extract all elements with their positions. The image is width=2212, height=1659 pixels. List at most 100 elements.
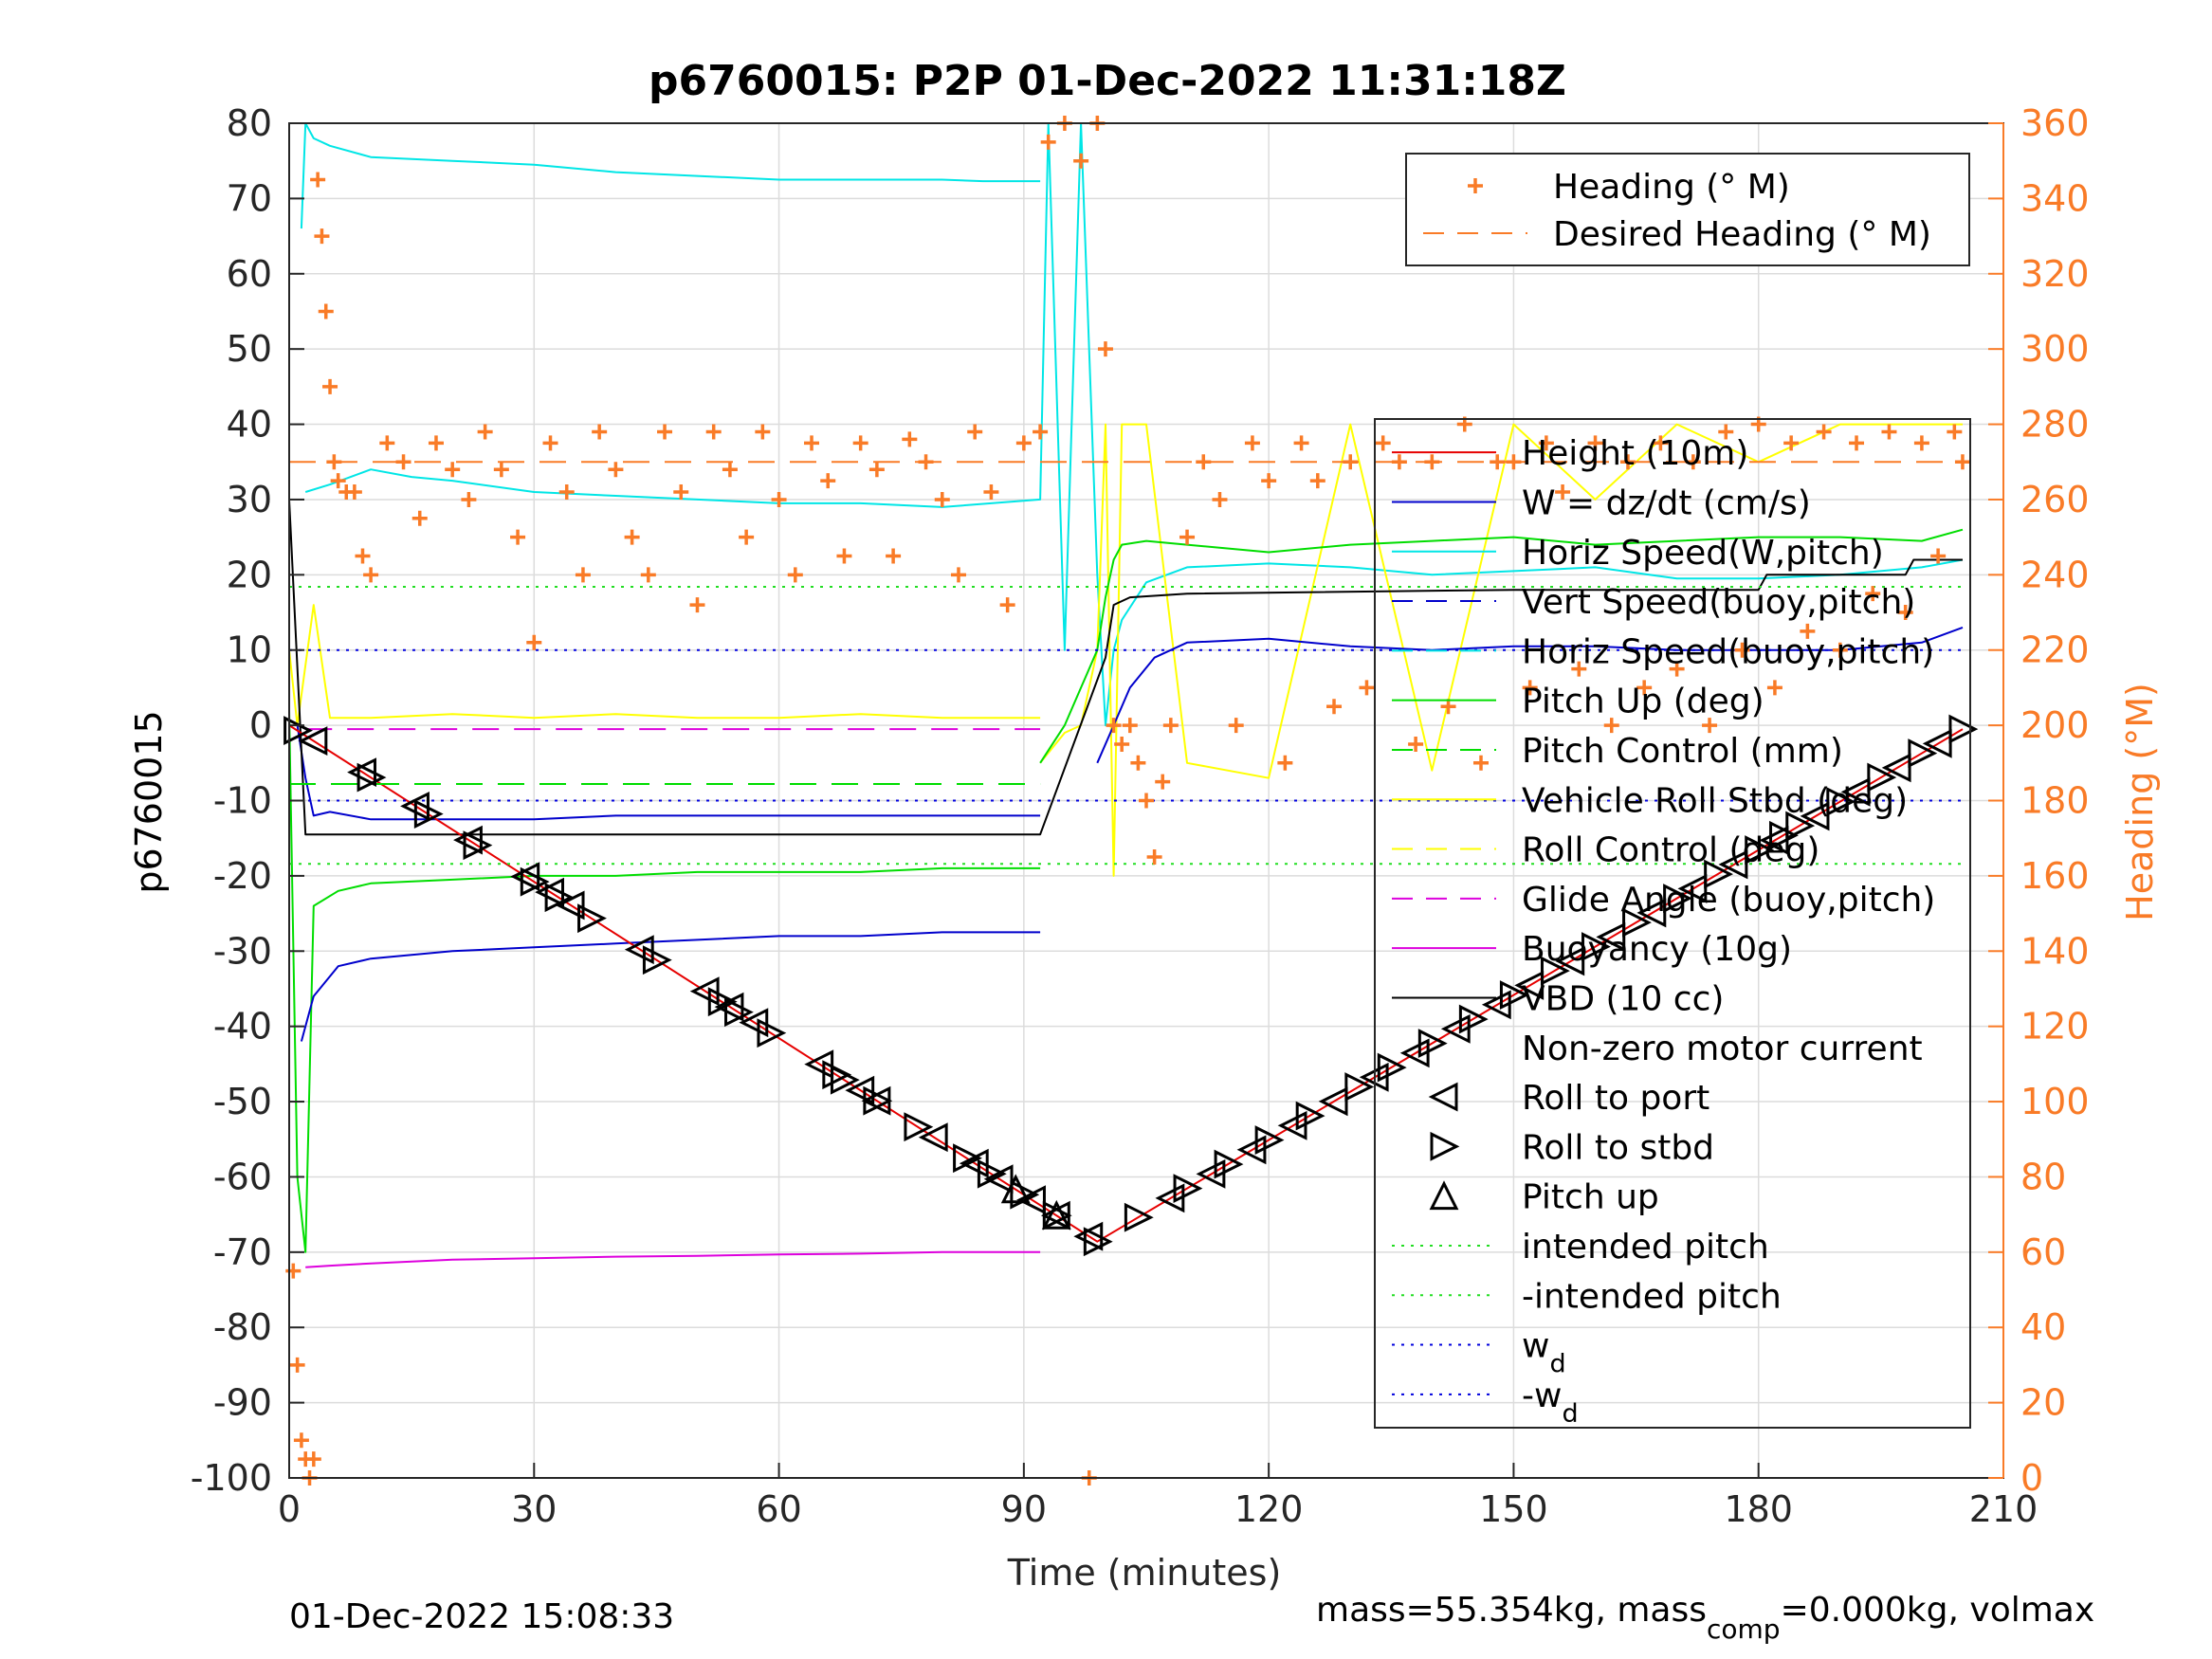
heading-point bbox=[411, 510, 428, 526]
y2-tick-label: 60 bbox=[2020, 1231, 2066, 1273]
legend-label: Desired Heading (° M) bbox=[1553, 215, 1931, 254]
roll-to-stbd-marker bbox=[1704, 859, 1734, 889]
heading-point bbox=[739, 529, 755, 545]
heading-point bbox=[771, 491, 787, 507]
heading-point bbox=[493, 462, 509, 478]
legend-label-text: -w bbox=[1522, 1376, 1562, 1415]
heading-point bbox=[1261, 473, 1277, 489]
heading-point bbox=[293, 1432, 309, 1449]
heading-point bbox=[1375, 435, 1391, 451]
heading-point bbox=[804, 435, 820, 451]
roll-to-stbd-marker bbox=[520, 866, 550, 897]
footer-timestamp: 01-Dec-2022 15:08:33 bbox=[289, 1597, 674, 1636]
roll-to-stbd-marker bbox=[356, 762, 387, 793]
roll-to-stbd-marker bbox=[1785, 811, 1816, 841]
legend-label: Height (10m) bbox=[1522, 434, 1748, 473]
heading-point bbox=[1913, 435, 1929, 451]
y2-tick-label: 40 bbox=[2020, 1306, 2066, 1348]
heading-point bbox=[1162, 718, 1179, 734]
roll-to-stbd-marker bbox=[1908, 738, 1938, 769]
heading-point bbox=[1571, 661, 1587, 677]
x-tick-label: 0 bbox=[278, 1488, 301, 1530]
heading-point bbox=[1881, 424, 1897, 440]
heading-point bbox=[1702, 718, 1718, 734]
heading-point bbox=[445, 462, 461, 478]
roll-to-stbd-marker bbox=[1214, 1149, 1244, 1179]
series-layer bbox=[285, 116, 1970, 1486]
y-tick-label: -30 bbox=[213, 930, 272, 972]
heading-point bbox=[1122, 718, 1138, 734]
legend-label-text: Roll Control (deg) bbox=[1522, 831, 1819, 870]
y-tick-label: -70 bbox=[213, 1231, 272, 1273]
footer-mass-pre: mass=55.354kg, mass bbox=[1316, 1591, 1707, 1630]
heading-point bbox=[689, 597, 705, 613]
heading-point bbox=[868, 462, 885, 478]
pitch-up-marker bbox=[1041, 1199, 1071, 1230]
heading-point bbox=[395, 454, 411, 470]
roll-to-stbd-marker bbox=[1458, 1004, 1489, 1034]
y2-tick-label: 340 bbox=[2020, 177, 2090, 219]
heading-point bbox=[1130, 755, 1146, 771]
y-tick-label: -90 bbox=[213, 1382, 272, 1424]
heading-point bbox=[1685, 454, 1701, 470]
roll-to-stbd-marker bbox=[1344, 1072, 1375, 1102]
heading-point bbox=[1954, 454, 1970, 470]
heading-point bbox=[1603, 718, 1619, 734]
roll-to-stbd-marker bbox=[1042, 1200, 1072, 1231]
heading-point bbox=[967, 424, 983, 440]
heading-point bbox=[1033, 424, 1049, 440]
legend-label-text: Heading (° M) bbox=[1553, 168, 1790, 207]
legend-label: Vert Speed(buoy,pitch) bbox=[1522, 583, 1915, 622]
heading-point bbox=[886, 548, 902, 564]
legend-label-text: Horiz Speed(W,pitch) bbox=[1522, 534, 1884, 573]
legend-label-text: w bbox=[1522, 1327, 1549, 1366]
heading-point bbox=[755, 424, 771, 440]
legend-label-text: W = dz/dt (cm/s) bbox=[1522, 483, 1811, 522]
x-tick-label: 120 bbox=[1234, 1488, 1304, 1530]
roll-to-port-marker bbox=[1881, 753, 1911, 783]
legend-label: -wd bbox=[1522, 1376, 1579, 1429]
legend-label: Heading (° M) bbox=[1553, 168, 1790, 207]
roll-to-stbd-marker bbox=[1769, 820, 1799, 850]
legend-label: Horiz Speed(W,pitch) bbox=[1522, 534, 1884, 573]
roll-to-port-marker bbox=[918, 1122, 948, 1153]
heading-point bbox=[950, 567, 966, 583]
roll-to-port-marker bbox=[845, 1075, 875, 1105]
roll-to-stbd-marker bbox=[1417, 1029, 1448, 1059]
roll-to-port-marker bbox=[555, 890, 585, 921]
y2-tick-label: 160 bbox=[2020, 855, 2090, 897]
roll-to-port-marker bbox=[1636, 898, 1667, 928]
heading-point bbox=[1408, 736, 1424, 752]
heading-point bbox=[1522, 680, 1538, 696]
roll-to-port-marker bbox=[1800, 801, 1830, 831]
y2-tick-label: 220 bbox=[2020, 629, 2090, 671]
x-tick-label: 210 bbox=[1969, 1488, 2038, 1530]
heading-point bbox=[1506, 454, 1522, 470]
heading-point bbox=[640, 567, 656, 583]
heading-point bbox=[1783, 435, 1800, 451]
legend-label: W = dz/dt (cm/s) bbox=[1522, 483, 1811, 522]
series-w-dz-dt-cm-s-seg1 bbox=[300, 931, 1041, 1042]
series-vehicle-roll-stbd-deg-seg0 bbox=[288, 604, 1041, 727]
heading-point bbox=[1073, 153, 1089, 169]
legend-label: Pitch Up (deg) bbox=[1522, 683, 1764, 721]
y2-tick-label: 240 bbox=[2020, 554, 2090, 595]
y-tick-label: 10 bbox=[227, 629, 272, 671]
roll-to-stbd-marker bbox=[863, 1085, 893, 1116]
y-tick-label: 70 bbox=[227, 177, 272, 219]
heading-point bbox=[1424, 454, 1440, 470]
roll-to-stbd-marker bbox=[1867, 762, 1897, 793]
roll-to-port-marker bbox=[1718, 849, 1748, 880]
y-tick-label: -60 bbox=[213, 1156, 272, 1197]
x-tick-label: 60 bbox=[756, 1488, 801, 1530]
legend-label-sub: d bbox=[1562, 1399, 1578, 1429]
roll-to-stbd-marker bbox=[830, 1065, 860, 1095]
y-tick-label: 80 bbox=[227, 102, 272, 144]
legend-label: Roll to stbd bbox=[1522, 1128, 1714, 1167]
heading-point bbox=[1146, 849, 1162, 866]
roll-to-stbd-marker bbox=[977, 1158, 1007, 1189]
legend-label-text: Roll to stbd bbox=[1522, 1128, 1714, 1167]
y2-tick-label: 200 bbox=[2020, 704, 2090, 746]
y-tick-label: -20 bbox=[213, 855, 272, 897]
legend-heading-box bbox=[1405, 153, 1970, 266]
